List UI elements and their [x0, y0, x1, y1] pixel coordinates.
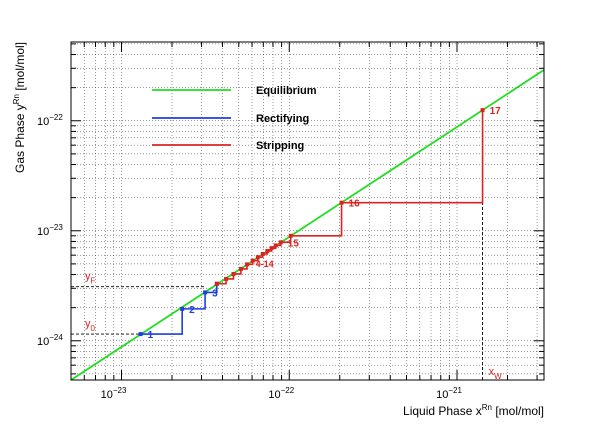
stripping-stage-point	[269, 246, 274, 251]
stage-label: 16	[349, 199, 361, 210]
rectifying-stage-point	[138, 332, 143, 337]
stripping-stage-point	[250, 258, 255, 263]
y-tick-label: 10−22	[37, 113, 63, 128]
y-axis-title: Gas Phase yRn [mol/mol]	[12, 42, 27, 173]
x-tick-label: 10−22	[268, 386, 294, 401]
y-tick-label: 10−23	[37, 223, 63, 238]
legend-label: Stripping	[256, 140, 304, 152]
stripping-stage-point	[273, 243, 278, 248]
stripping-stage-point	[339, 200, 344, 205]
stripping-stage-point	[480, 108, 485, 113]
stage-range-label: 4-14	[256, 259, 274, 269]
stage-label: 17	[490, 106, 502, 117]
stage-label: 3	[212, 288, 218, 299]
legend-label: Equilibrium	[256, 85, 317, 97]
stripping-stage-point	[214, 281, 219, 286]
stripping-stage-point	[255, 255, 260, 260]
legend-label: Rectifying	[256, 113, 309, 125]
equilibrium-line	[70, 69, 545, 381]
yf-label: yF	[85, 271, 96, 286]
legend: Equilibrium Rectifying Stripping	[152, 85, 317, 152]
grid-lines	[70, 42, 544, 380]
y0-label: y0	[85, 318, 96, 333]
y-tick-label: 10−24	[37, 333, 63, 348]
plot-frame	[70, 41, 545, 381]
stripping-stage-point	[231, 271, 236, 276]
guide-lines: yF y0 xW	[71, 110, 502, 381]
rectifying-stage-point	[203, 290, 208, 295]
stripping-stage-point	[238, 266, 243, 271]
stripping-stage-point	[245, 262, 250, 267]
x-axis-title: Liquid Phase xRn [mol/mol]	[403, 403, 544, 418]
x-tick-label: 10−21	[436, 386, 462, 401]
series-layer: 1 2 3 15 16 17 4-14	[70, 69, 545, 381]
stripping-stage-point	[260, 251, 265, 256]
stage-label: 1	[148, 330, 154, 341]
stage-label: 15	[288, 238, 300, 249]
stripping-stage-point	[288, 233, 293, 238]
xw-label: xW	[489, 366, 503, 381]
axis-ticks: 10−23 10−22 10−21 10−24 10−23 10−22	[37, 42, 544, 401]
rectifying-stage-point	[180, 306, 185, 311]
rectifying-staircase	[140, 283, 218, 335]
x-tick-label: 10−23	[101, 386, 127, 401]
stage-label: 2	[189, 305, 195, 316]
stripping-stage-point	[265, 248, 270, 253]
axis-labels: Liquid Phase xRn [mol/mol] Gas Phase yRn …	[12, 42, 544, 418]
stripping-stage-point	[224, 276, 229, 281]
stripping-stage-point	[278, 240, 283, 245]
